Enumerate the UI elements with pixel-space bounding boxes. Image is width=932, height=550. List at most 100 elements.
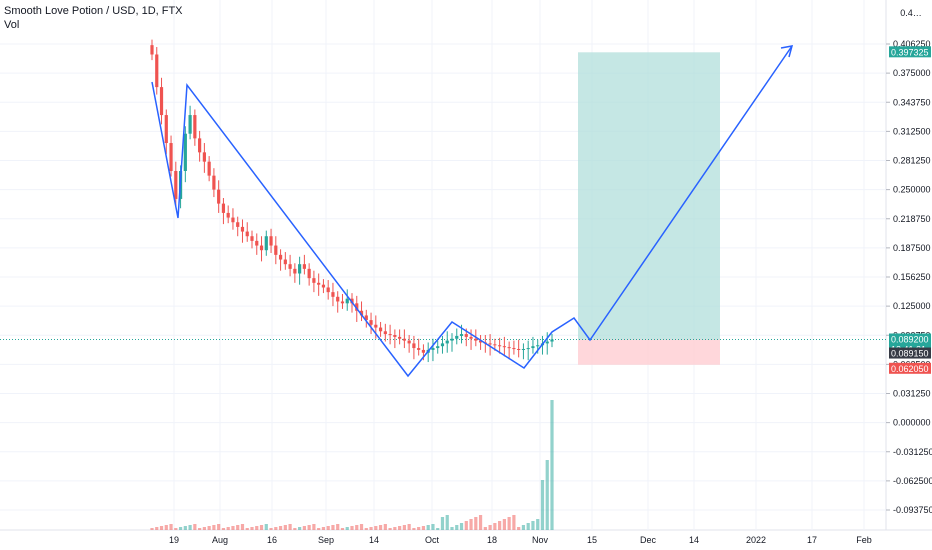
volume-label: Vol (4, 19, 20, 31)
candle (212, 168, 216, 198)
candle-body (512, 348, 516, 350)
candle (359, 301, 364, 322)
volume-bar (393, 527, 397, 530)
candle (431, 338, 435, 362)
candle-body (150, 45, 154, 55)
candle (526, 340, 530, 361)
candle (288, 254, 292, 277)
candle (174, 161, 178, 207)
candle (417, 338, 421, 356)
x-tick-label: 14 (369, 535, 379, 545)
volume-bar (207, 526, 211, 530)
candle (307, 263, 311, 286)
candle (345, 289, 349, 311)
volume-bar (417, 527, 421, 530)
candle (469, 329, 473, 350)
volume-bar (150, 528, 154, 530)
volume-bar (359, 524, 364, 530)
candle (236, 216, 240, 237)
candle (264, 230, 268, 256)
candle-body (298, 264, 302, 274)
y-tick-label: -0.093750 (893, 505, 932, 515)
volume-bar (217, 524, 221, 530)
volume-bar (350, 526, 354, 530)
candle (188, 105, 192, 140)
y-tick-label: 0.187500 (893, 243, 931, 253)
candle-body (321, 284, 326, 288)
x-tick-label: Nov (532, 535, 549, 545)
price-tag-bg (889, 46, 931, 58)
volume-bar (378, 525, 383, 530)
candle-body (202, 152, 206, 162)
volume-bar (293, 528, 297, 530)
candle (478, 335, 483, 350)
volume-bar (312, 524, 316, 530)
volume-bar (255, 526, 259, 530)
volume-bar (345, 527, 349, 530)
candle (369, 312, 373, 335)
x-tick-label: 19 (169, 535, 179, 545)
candle (269, 228, 273, 254)
candle-body (274, 245, 278, 255)
volume-bar (383, 524, 387, 530)
candle (340, 294, 345, 309)
volume-bar (412, 528, 416, 530)
volume-bar (331, 525, 335, 530)
volume-bar (512, 515, 516, 530)
volume-bar (445, 515, 449, 530)
volume-bar (321, 527, 326, 530)
x-tick-label: 14 (689, 535, 699, 545)
candle (364, 309, 368, 328)
volume-bar (464, 521, 468, 530)
volume-bar (336, 524, 340, 530)
candle-body (183, 133, 187, 171)
candle-body (293, 268, 297, 274)
volume-bar (388, 528, 392, 530)
candle (226, 205, 230, 224)
candle-body (488, 343, 492, 345)
volume-bar (545, 460, 549, 530)
candle-body (350, 298, 354, 304)
volume-bar (474, 517, 478, 530)
candle-body (550, 339, 554, 342)
volume-bar (155, 527, 159, 530)
volume-bar (498, 521, 502, 530)
volume-bar (364, 528, 368, 530)
candle-body (198, 138, 202, 153)
scale-button[interactable]: 0.4… (900, 8, 922, 18)
candle-body (240, 226, 245, 232)
volume-bar (469, 519, 473, 530)
candle-body (455, 335, 459, 339)
candle-body (474, 338, 478, 341)
candle-body (464, 334, 468, 337)
candle-body (364, 315, 368, 321)
y-tick-label: 0.375000 (893, 68, 931, 78)
candle-body (431, 348, 435, 350)
candle-body (159, 87, 164, 116)
volume-bar (188, 525, 192, 530)
candle-body (174, 170, 178, 199)
candle-body (369, 320, 373, 325)
candle-body (407, 340, 411, 344)
y-tick-label: 0.156250 (893, 272, 931, 282)
candle (521, 343, 526, 360)
y-axis: 0.406250 0.375000 0.343750 0.312500 0.281250… (0, 39, 932, 515)
chart-legend: Smooth Love Potion / USD, 1D, FTX Vol (4, 4, 183, 32)
candle (198, 130, 202, 162)
y-tick-label: 0.250000 (893, 185, 931, 195)
candle (507, 341, 511, 360)
candle (374, 315, 378, 339)
candle (455, 328, 459, 345)
volume-bar (488, 525, 492, 530)
candle-body (236, 222, 240, 227)
volume-bar (459, 523, 464, 530)
candle-body (521, 348, 526, 350)
volume-bars (150, 400, 554, 530)
candle (207, 156, 211, 182)
candle-body (169, 143, 173, 171)
candle (412, 335, 416, 360)
arrow-head (780, 45, 794, 58)
